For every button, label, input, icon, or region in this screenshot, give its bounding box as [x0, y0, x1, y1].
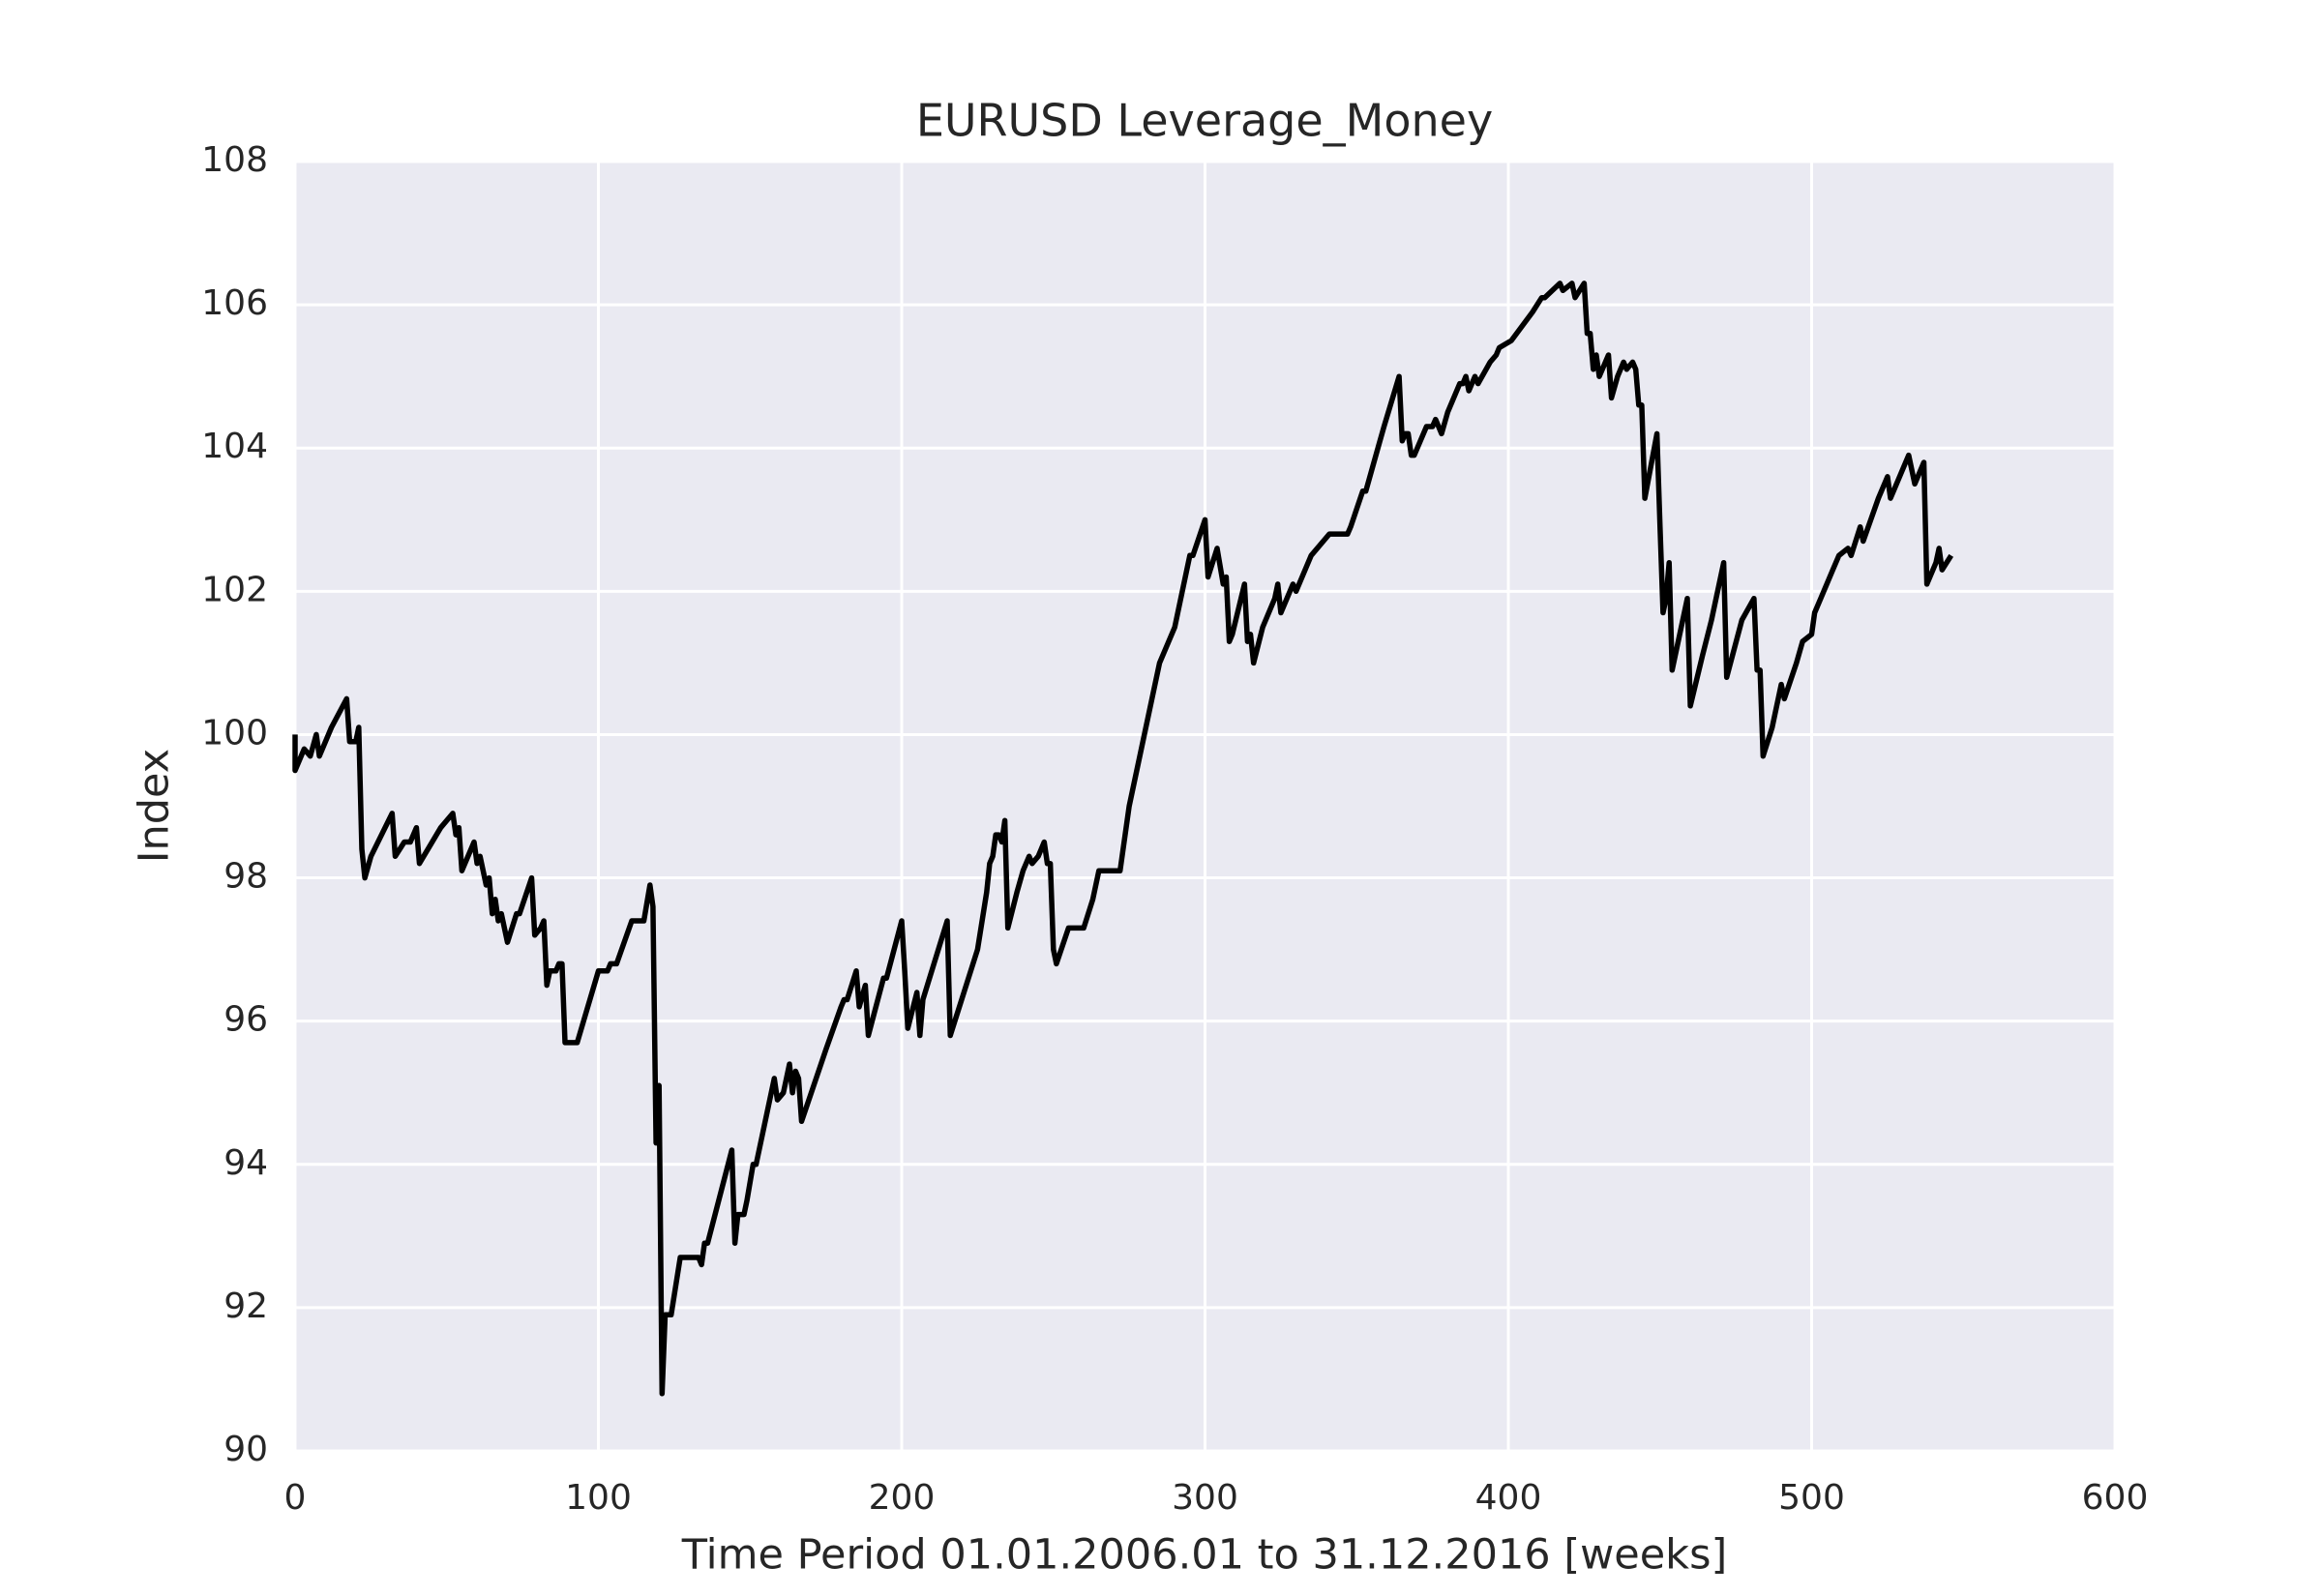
x-tick-label: 400: [1475, 1478, 1542, 1518]
y-tick-label: 98: [223, 857, 268, 897]
line: [292, 281, 1954, 1397]
x-tick-label: 500: [1778, 1478, 1845, 1518]
x-tick-label: 300: [1172, 1478, 1238, 1518]
x-tick-label: 100: [565, 1478, 632, 1518]
y-tick-label: 90: [223, 1430, 268, 1469]
x-axis-label: Time Period 01.01.2006.01 to 31.12.2016 …: [681, 1531, 1728, 1580]
y-tick-label: 106: [201, 283, 268, 323]
x-tick-label: 200: [869, 1478, 936, 1518]
y-tick-label: 104: [201, 427, 268, 466]
y-tick-label: 102: [201, 570, 268, 609]
y-tick-label: 92: [223, 1286, 268, 1326]
y-axis-label: Index: [131, 749, 179, 863]
x-tick-label: 0: [284, 1478, 307, 1518]
y-tick-label: 100: [201, 713, 268, 753]
y-tick-label: 94: [223, 1143, 268, 1183]
x-tick-label: 600: [2082, 1478, 2149, 1518]
y-tick-label: 108: [201, 140, 268, 180]
chart-title: EURUSD Leverage_Money: [916, 95, 1493, 147]
y-tick-label: 96: [223, 1000, 268, 1040]
